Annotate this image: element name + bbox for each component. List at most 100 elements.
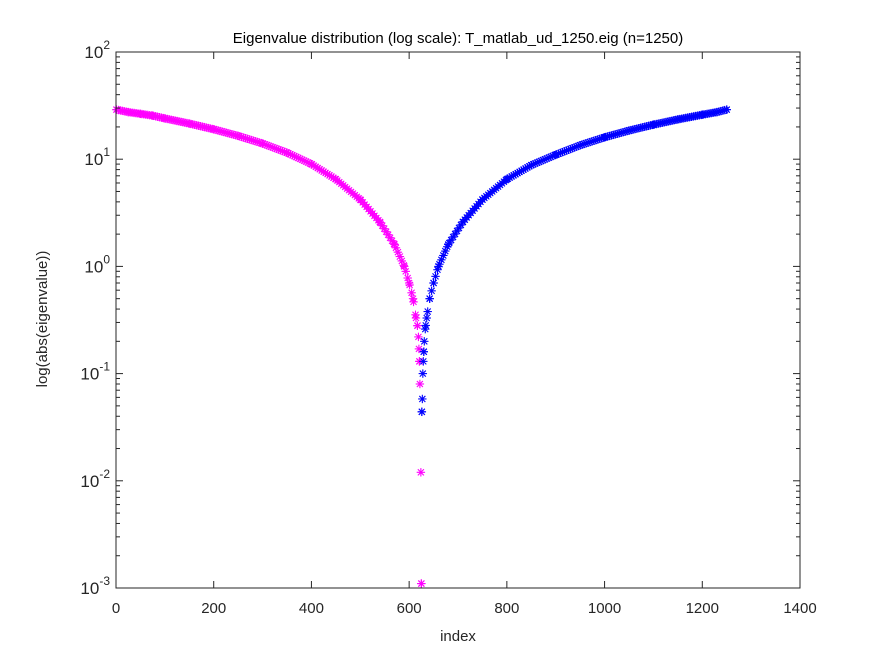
data-point (419, 347, 428, 356)
data-point (416, 468, 426, 477)
data-point (258, 139, 267, 148)
marker-stroke (149, 112, 157, 120)
y-tick-label: 101 (84, 145, 110, 169)
data-point (282, 148, 292, 157)
x-tick-label: 1400 (783, 600, 816, 617)
marker-stroke (405, 279, 413, 287)
marker-stroke (625, 127, 633, 134)
x-tick-label: 1000 (588, 600, 621, 617)
marker-stroke (137, 110, 144, 118)
data-point (124, 107, 133, 117)
marker-stroke (459, 218, 467, 226)
marker-stroke (432, 272, 439, 280)
marker-stroke (576, 141, 584, 149)
y-axis-label: log(abs(eigenvalue)) (34, 251, 51, 388)
marker-stroke (698, 111, 706, 119)
marker-stroke (404, 274, 412, 282)
data-point (712, 107, 722, 117)
marker-stroke (424, 308, 432, 315)
marker-stroke (650, 121, 657, 129)
marker-stroke (527, 161, 535, 169)
marker-stroke (423, 314, 431, 322)
data-point (415, 379, 425, 389)
series-1 (112, 105, 426, 588)
marker-stroke (435, 262, 442, 270)
marker-stroke (408, 289, 415, 297)
axes: 0 200 400 600 800 1000 1200 1400 10-3 10-2 10-1 100… (80, 38, 816, 617)
marker-stroke (382, 228, 390, 236)
data-point (444, 240, 453, 249)
data-point (160, 114, 170, 123)
marker-stroke (412, 314, 420, 322)
data-point (551, 150, 560, 159)
data-point (417, 579, 426, 588)
data-point (404, 278, 414, 288)
data-point (431, 272, 440, 281)
data-point (375, 217, 385, 227)
marker-stroke (400, 262, 408, 270)
marker-stroke (444, 241, 452, 248)
y-tick-label: 10-1 (80, 360, 110, 384)
x-tick-label: 400 (299, 600, 324, 617)
marker-stroke (417, 468, 425, 476)
marker-stroke (332, 175, 340, 183)
marker-stroke (308, 160, 315, 168)
marker-stroke (380, 225, 388, 233)
plot-area (116, 52, 800, 588)
data-point (331, 175, 341, 184)
marker-stroke (416, 380, 424, 388)
data-point (722, 105, 731, 114)
marker-stroke (259, 140, 266, 147)
marker-stroke (283, 149, 291, 157)
marker-stroke (386, 234, 394, 242)
marker-stroke (426, 295, 434, 303)
data-marks (112, 105, 731, 588)
x-axis-label: index (440, 628, 476, 645)
data-point (649, 120, 658, 129)
marker-stroke (210, 125, 218, 133)
data-point (136, 109, 145, 119)
marker-stroke (417, 580, 425, 587)
data-point (418, 394, 427, 404)
y-tick-label: 102 (84, 38, 110, 62)
data-point (307, 159, 316, 169)
marker-stroke (396, 253, 404, 260)
marker-stroke (503, 175, 511, 183)
data-point (624, 126, 634, 135)
data-point (423, 307, 432, 316)
data-point (502, 175, 512, 184)
marker-stroke (430, 279, 437, 287)
data-point (233, 131, 243, 141)
marker-stroke (356, 196, 364, 204)
marker-stroke (419, 357, 427, 365)
marker-stroke (674, 116, 682, 123)
x-tick-label: 200 (201, 600, 226, 617)
data-point (600, 133, 609, 142)
y-tick-label: 10-3 (80, 574, 110, 598)
marker-stroke (723, 106, 731, 114)
marker-stroke (402, 267, 410, 275)
data-point (400, 262, 409, 271)
data-point (390, 240, 399, 249)
chart-title: Eigenvalue distribution (log scale): T_m… (233, 30, 683, 47)
marker-stroke (421, 325, 429, 333)
marker-stroke (601, 133, 608, 141)
data-point (427, 286, 436, 296)
plot-background (116, 52, 800, 588)
marker-stroke (234, 132, 242, 140)
data-point (417, 407, 427, 417)
marker-stroke (398, 257, 406, 265)
data-point (408, 294, 418, 303)
data-point (418, 369, 428, 378)
marker-stroke (552, 151, 560, 159)
data-point (419, 357, 428, 366)
data-point (575, 141, 585, 150)
marker-stroke (384, 231, 392, 239)
marker-stroke (479, 196, 486, 204)
x-tick-label: 1200 (686, 600, 719, 617)
data-point (148, 111, 157, 120)
y-tick-label: 10-2 (80, 467, 110, 491)
marker-stroke (185, 120, 193, 127)
